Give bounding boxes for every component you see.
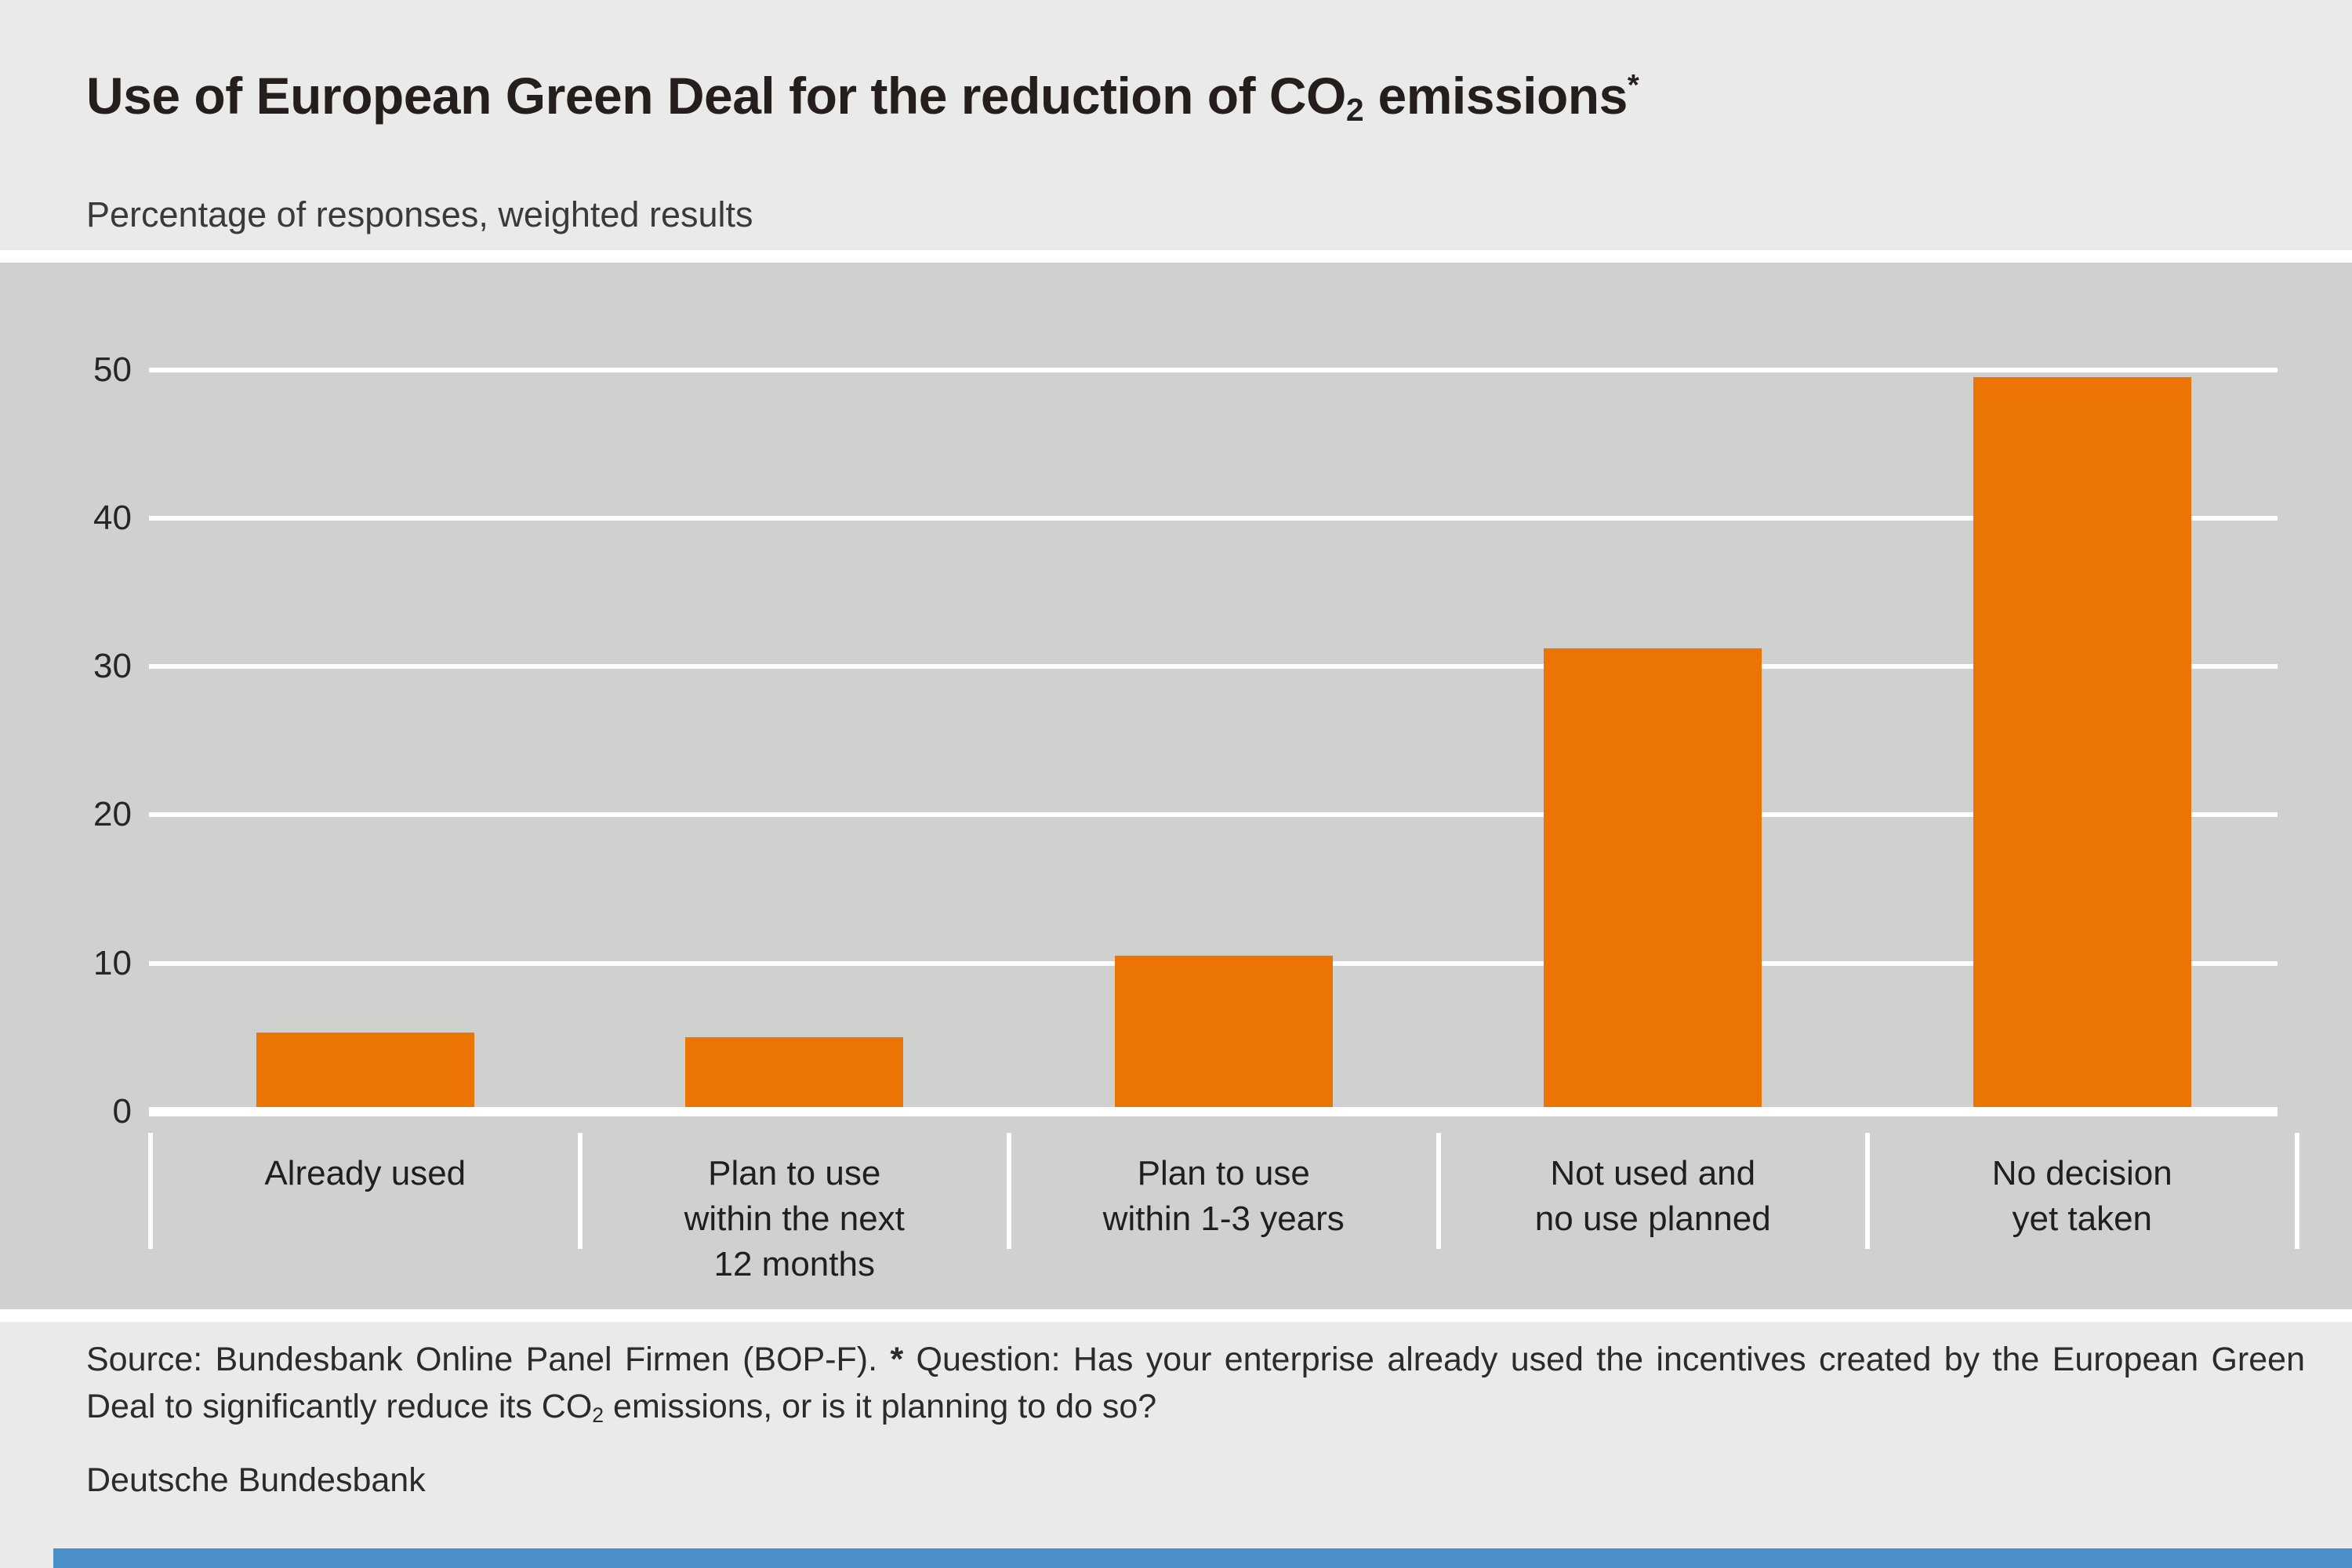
gridline-30 <box>149 664 2278 670</box>
chart-header: Use of European Green Deal for the reduc… <box>0 0 2352 250</box>
plot-footer-divider <box>0 1309 2352 1322</box>
title-co2-subscript: 2 <box>1345 92 1364 128</box>
bottom-blue-rule <box>53 1548 2352 1568</box>
category-label: No decision yet taken <box>1867 1151 2297 1242</box>
source-footnote: Source: Bundesbank Online Panel Firmen (… <box>86 1336 2305 1434</box>
category-label-line: within 1-3 years <box>1102 1200 1345 1238</box>
bar <box>685 1037 904 1107</box>
chart-subtitle: Percentage of responses, weighted result… <box>86 194 753 234</box>
category-label-line: Plan to use <box>1137 1154 1310 1192</box>
title-text: Use of European Green Deal for the reduc… <box>86 67 1346 125</box>
question-suffix: emissions, or is it planning to do so? <box>604 1388 1157 1425</box>
y-axis-tick-label: 10 <box>93 943 132 982</box>
category-label: Plan to use within 1-3 years <box>1009 1151 1439 1242</box>
source-text: Source: Bundesbank Online Panel Firmen (… <box>86 1341 878 1378</box>
category-label-line: Not used and <box>1550 1154 1756 1192</box>
category-separator-tick <box>2294 1133 2299 1249</box>
category-separator-tick <box>1436 1133 1441 1249</box>
category-separator-tick <box>577 1133 583 1249</box>
category-label-line: Already used <box>264 1154 466 1192</box>
gridline-40 <box>149 515 2278 521</box>
deutsche-bundesbank-label: Deutsche Bundesbank <box>86 1461 426 1499</box>
category-label-line: yet taken <box>2012 1200 2153 1238</box>
x-axis-baseline <box>149 1107 2278 1116</box>
y-axis-tick-label: 30 <box>93 647 132 686</box>
bar <box>256 1033 474 1107</box>
bar-chart-plot-area: 0 10 20 30 40 50 Already used Plan to use within… <box>0 263 2352 1309</box>
category-label-line: no use planned <box>1534 1200 1771 1238</box>
footnote-asterisk: * <box>890 1341 904 1378</box>
header-plot-divider <box>0 250 2352 263</box>
y-axis-tick-label: 20 <box>93 795 132 834</box>
title-suffix: emissions <box>1363 67 1628 125</box>
gridline-50 <box>149 367 2278 372</box>
y-axis-tick-label: 40 <box>93 498 132 537</box>
category-label-line: 12 months <box>713 1245 875 1283</box>
y-axis-tick-label: 0 <box>112 1092 132 1131</box>
category-label-line: within the next <box>684 1200 905 1238</box>
category-separator-tick <box>1007 1133 1011 1249</box>
question-co2-subscript: 2 <box>592 1403 604 1427</box>
category-label-line: Plan to use <box>708 1154 881 1192</box>
title-footnote-asterisk: * <box>1627 68 1639 103</box>
chart-footer: Source: Bundesbank Online Panel Firmen (… <box>0 1322 2352 1568</box>
category-label: Plan to use within the next 12 months <box>580 1151 1010 1287</box>
category-separator-tick <box>1865 1133 1870 1249</box>
category-label: Not used and no use planned <box>1439 1151 1868 1242</box>
gridline-20 <box>149 812 2278 818</box>
bar <box>1114 955 1333 1107</box>
bar <box>1544 648 1762 1107</box>
page-title: Use of European Green Deal for the reduc… <box>86 66 1639 128</box>
question-text: Question: Has your enterprise already us… <box>86 1341 2305 1425</box>
category-separator-tick <box>148 1133 153 1249</box>
category-label-line: No decision <box>1991 1154 2172 1192</box>
bar <box>1973 376 2191 1107</box>
y-axis-tick-label: 50 <box>93 350 132 389</box>
category-label: Already used <box>151 1151 580 1196</box>
